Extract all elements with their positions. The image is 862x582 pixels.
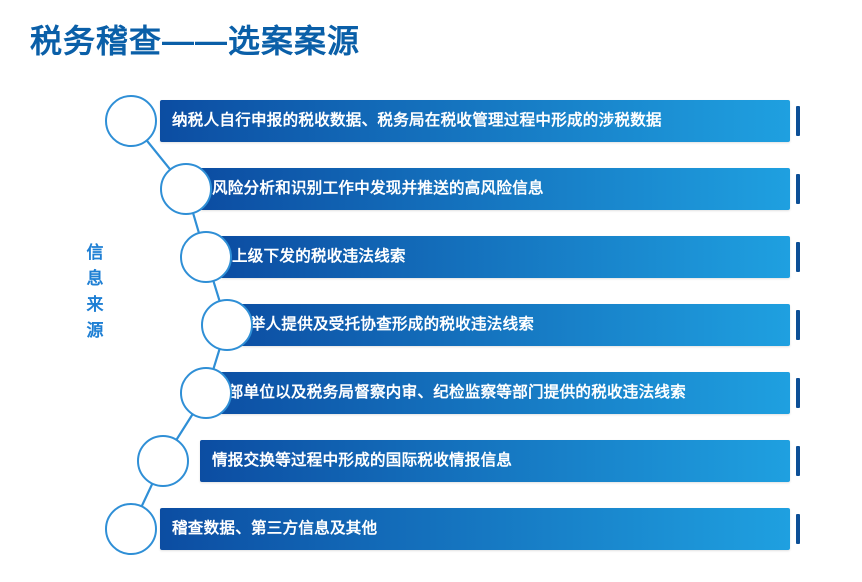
row-bar [220,236,790,278]
row-circle [137,435,189,487]
row-bar [160,508,790,550]
row-tick [796,106,800,136]
row-tick [796,174,800,204]
row-bar [200,372,790,414]
row-circle [105,503,157,555]
row-tick [796,242,800,272]
row-circle [105,95,157,147]
row-bar [222,304,790,346]
side-label-char-2: 息 [86,269,104,288]
list-item-label: 上级下发的税收违法线索 [232,248,406,265]
side-label-char-4: 源 [86,321,104,340]
row-tick [796,378,800,408]
row-tick [796,514,800,544]
row-tick [796,446,800,476]
list-item-label: 外部单位以及税务局督察内审、纪检监察等部门提供的税收违法线索 [212,384,687,401]
row-circle [180,231,232,283]
row-circle [180,367,232,419]
list-item-label: 情报交换等过程中形成的国际税收情报信息 [212,452,513,469]
list-item-label: 纳税人自行申报的税收数据、税务局在税收管理过程中形成的涉税数据 [172,112,662,129]
row-circle [160,163,212,215]
row-circle [201,299,253,351]
side-label-information-source: 信 息 来 源 [83,240,107,344]
list-item-label: 稽查数据、第三方信息及其他 [172,520,378,537]
row-bar [200,168,790,210]
row-bar [200,440,790,482]
side-label-char-1: 信 [86,243,104,262]
page-title: 税务稽查——选案案源 [30,23,361,59]
list-item-label: 检举人提供及受托协查形成的税收违法线索 [234,316,535,333]
row-bar [160,100,790,142]
list-item-label: 风险分析和识别工作中发现并推送的高风险信息 [212,180,544,197]
row-tick [796,310,800,340]
side-label-char-3: 来 [86,295,104,314]
